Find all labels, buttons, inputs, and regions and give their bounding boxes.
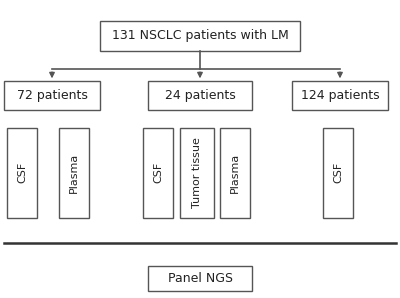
Text: CSF: CSF xyxy=(153,162,163,184)
Bar xyxy=(220,128,250,218)
Text: 24 patients: 24 patients xyxy=(165,89,235,102)
Text: Plasma: Plasma xyxy=(69,153,79,193)
Text: 131 NSCLC patients with LM: 131 NSCLC patients with LM xyxy=(112,29,288,42)
Text: 124 patients: 124 patients xyxy=(301,89,379,102)
Bar xyxy=(292,81,388,109)
Bar xyxy=(7,128,37,218)
Text: Tumor tissue: Tumor tissue xyxy=(192,137,202,208)
Text: Panel NGS: Panel NGS xyxy=(168,272,232,285)
Text: Plasma: Plasma xyxy=(230,153,240,193)
Bar xyxy=(180,128,214,218)
Bar xyxy=(148,266,252,291)
Bar xyxy=(143,128,173,218)
Bar xyxy=(59,128,89,218)
Text: 72 patients: 72 patients xyxy=(16,89,88,102)
Text: CSF: CSF xyxy=(333,162,343,184)
Bar xyxy=(148,81,252,109)
Bar xyxy=(4,81,100,109)
Text: CSF: CSF xyxy=(17,162,27,184)
Bar xyxy=(100,21,300,51)
Bar xyxy=(323,128,353,218)
